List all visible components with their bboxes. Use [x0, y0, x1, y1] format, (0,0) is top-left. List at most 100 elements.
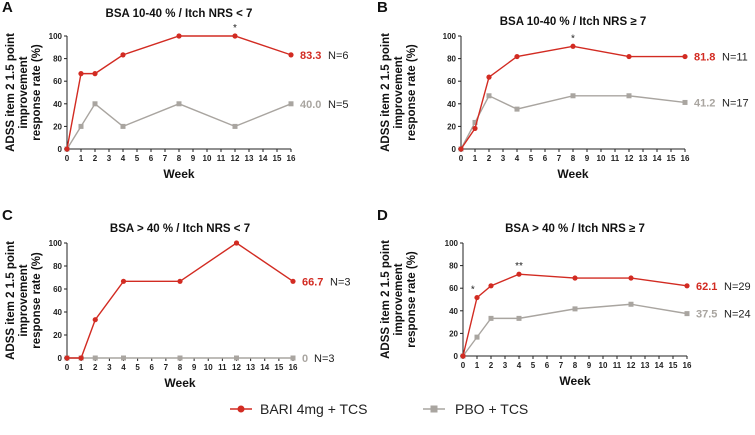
y-tick-label: 100	[443, 32, 457, 41]
x-tick-label: 6	[150, 363, 155, 372]
data-point	[78, 71, 84, 77]
y-tick-label: 20	[53, 122, 62, 131]
x-tick-label: 14	[259, 154, 268, 163]
x-tick-label: 2	[93, 363, 98, 372]
data-point	[474, 294, 480, 301]
x-tick-label: 3	[107, 154, 112, 163]
legend-pbo-label: PBO + TCS	[455, 401, 528, 417]
x-tick-label: 1	[473, 154, 478, 163]
series-bari: 62.1 N=29	[460, 271, 751, 359]
x-tick-label: 13	[639, 154, 648, 163]
data-point	[92, 317, 98, 323]
significance-marker: **	[515, 261, 523, 272]
series-bari: 83.3 N=6	[64, 33, 349, 152]
x-tick-label: 14	[655, 361, 664, 370]
x-tick-label: 7	[163, 154, 168, 163]
x-tick-label: 2	[93, 154, 98, 163]
data-point	[288, 101, 294, 107]
x-tick-label: 16	[681, 154, 690, 163]
y-tick-label: 40	[447, 100, 456, 109]
data-point	[460, 353, 466, 359]
series-line	[462, 303, 688, 357]
end-value-label: 40.0	[300, 99, 321, 111]
y-tick-label: 80	[447, 55, 456, 64]
panel-letter: A	[2, 0, 13, 16]
n-label: N=6	[328, 50, 349, 62]
series-pbo: 41.2 N=17	[458, 93, 749, 152]
data-point	[121, 355, 126, 361]
y-axis-label-line: improvement	[18, 56, 30, 128]
y-tick-label: 0	[58, 354, 63, 363]
y-tick-label: 40	[449, 307, 458, 316]
significance-marker: *	[233, 23, 237, 34]
data-point	[288, 52, 294, 58]
y-axis-label-line: response rate (%)	[31, 44, 43, 141]
x-tick-label: 8	[571, 154, 576, 163]
data-point	[120, 278, 127, 284]
data-point	[682, 53, 688, 60]
x-tick-label: 10	[203, 154, 212, 163]
data-point	[78, 355, 84, 361]
data-point	[234, 355, 239, 361]
x-tick-label: 5	[529, 154, 534, 163]
series-pbo: 37.5 N=24	[460, 301, 751, 359]
x-tick-label: 12	[232, 363, 241, 372]
data-point	[514, 53, 520, 60]
x-axis-label: Week	[557, 167, 588, 181]
y-tick-label: 0	[454, 352, 459, 361]
data-point	[472, 125, 478, 132]
panel-title: BSA > 40 % / Itch NRS < 7	[110, 223, 250, 235]
x-tick-label: 9	[191, 154, 196, 163]
x-tick-label: 10	[597, 154, 606, 163]
data-point	[486, 74, 492, 80]
y-tick-label: 60	[447, 77, 456, 86]
data-point	[516, 271, 522, 277]
y-axis-label-line: ADSS item 2 1.5 point	[5, 241, 17, 360]
n-label: N=24	[724, 309, 751, 321]
x-tick-label: 9	[587, 361, 592, 370]
data-point	[120, 52, 126, 58]
data-point	[176, 101, 182, 107]
data-point	[572, 275, 578, 281]
panel-title: BSA 10-40 % / Itch NRS < 7	[106, 8, 253, 20]
panel-letter: B	[377, 0, 388, 16]
x-axis-label: Week	[163, 167, 194, 181]
data-point	[570, 43, 576, 49]
x-tick-label: 15	[667, 154, 676, 163]
y-axis-label-line: response rate (%)	[31, 252, 43, 349]
y-tick-label: 20	[53, 331, 62, 340]
x-tick-label: 11	[613, 361, 622, 370]
panel-c: C BSA > 40 % / Itch NRS < 7 ADSS item 2 1.…	[2, 207, 351, 390]
x-tick-label: 0	[461, 361, 466, 370]
data-point	[233, 240, 240, 246]
panel-b: B BSA 10-40 % / Itch NRS ≥ 7 ADSS item 2 1…	[377, 0, 749, 181]
y-axis-label-line: improvement	[18, 264, 30, 336]
y-tick-label: 20	[447, 122, 456, 131]
legend-pbo-marker	[430, 405, 438, 413]
x-tick-label: 13	[246, 363, 255, 372]
data-point	[570, 93, 576, 99]
end-value-label: 0	[302, 353, 308, 365]
x-tick-label: 2	[489, 361, 494, 370]
x-tick-label: 1	[475, 361, 480, 370]
y-tick-label: 0	[452, 145, 457, 154]
data-point	[176, 33, 182, 39]
x-tick-label: 3	[501, 154, 506, 163]
end-value-label: 83.3	[300, 50, 321, 62]
end-value-label: 37.5	[696, 309, 717, 321]
data-point	[92, 101, 98, 107]
data-point	[514, 106, 520, 112]
series-pbo: 40.0 N=5	[64, 99, 349, 152]
x-tick-label: 6	[543, 154, 548, 163]
x-tick-label: 3	[503, 361, 508, 370]
x-tick-label: 8	[177, 154, 182, 163]
y-axis-label: ADSS item 2 1.5 pointimprovementresponse…	[5, 241, 43, 360]
data-point	[92, 71, 98, 77]
significance-marker: *	[571, 33, 575, 44]
x-tick-label: 10	[204, 363, 213, 372]
x-axis-label: Week	[559, 374, 590, 388]
x-tick-label: 13	[641, 361, 650, 370]
y-axis-label: ADSS item 2 1.5 pointimprovementresponse…	[380, 33, 418, 152]
series-line	[462, 273, 688, 357]
data-point	[290, 278, 296, 284]
